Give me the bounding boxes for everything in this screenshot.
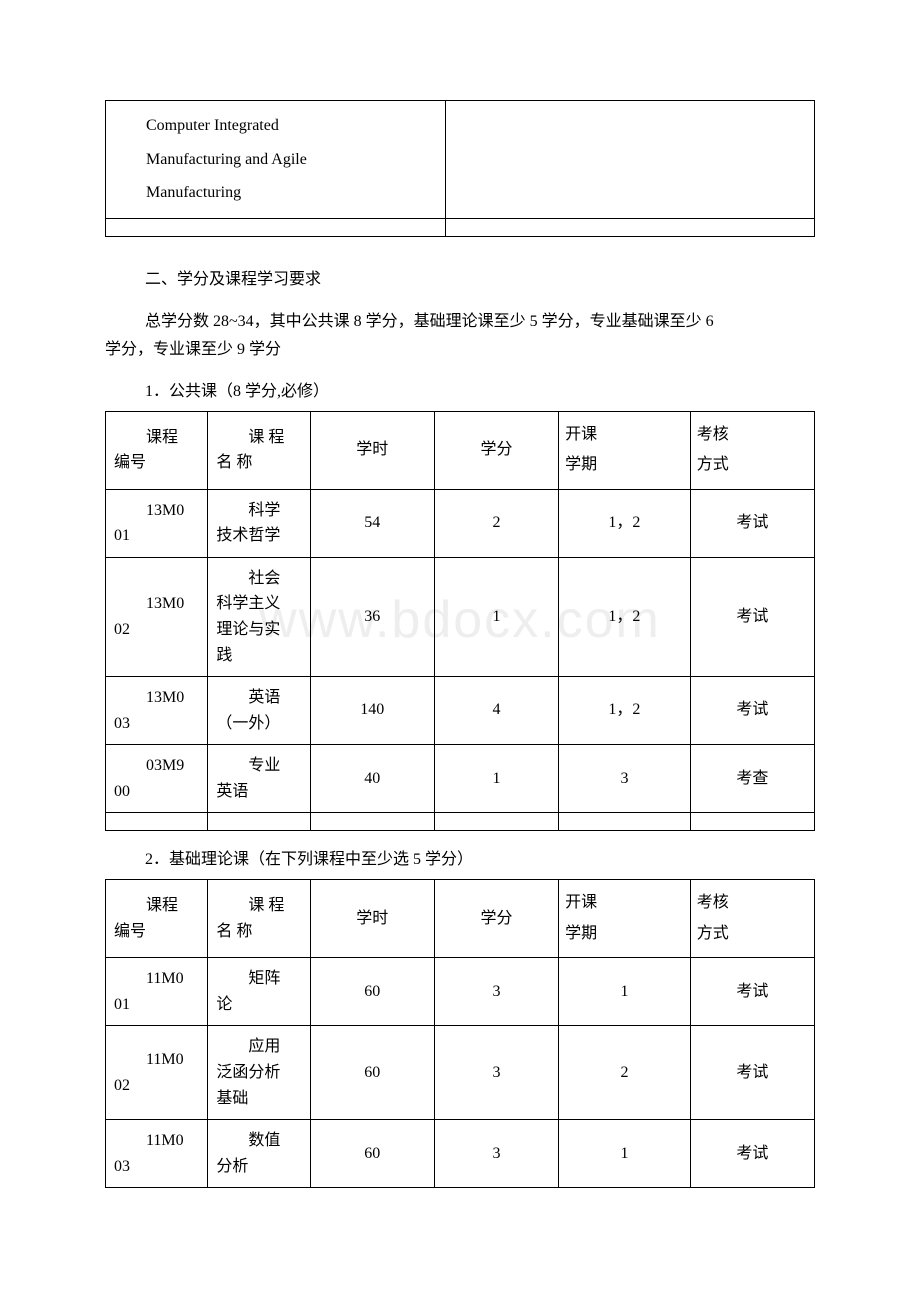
top-cell-left: Computer Integrated Manufacturing and Ag… [106,101,446,219]
table-row-empty [106,813,815,831]
header-hours: 学时 [310,411,434,489]
top-cell-right [446,101,815,219]
empty-cell [106,218,446,236]
top-partial-table: Computer Integrated Manufacturing and Ag… [105,100,815,237]
empty-cell [446,218,815,236]
header-name: 课 程名 称 [208,411,310,489]
document-content: Computer Integrated Manufacturing and Ag… [105,100,815,1188]
sub-heading-2: 2．基础理论课（在下列课程中至少选 5 学分） [145,845,815,869]
table-row: 13M002 社会科学主义 理论与实 践 36 1 1，2 考试 [106,557,815,676]
header-id: 课程编号 [106,880,208,958]
credits-summary: 总学分数 28~34，其中公共课 8 学分，基础理论课至少 5 学分，专业基础课… [105,308,815,362]
header-id: 课程编号 [106,411,208,489]
table-row: 13M001 科学技术哲学 54 2 1，2 考试 [106,489,815,557]
header-assess: 考核方式 [690,880,814,958]
table-row: 11M003 数值分析 60 3 1 考试 [106,1120,815,1188]
theory-courses-table: 课程编号 课 程名 称 学时 学分 开课学期 考核方式 11M001 矩阵论 6… [105,879,815,1188]
header-credits: 学分 [434,411,558,489]
table-row: 11M001 矩阵论 60 3 1 考试 [106,958,815,1026]
table-row: 03M900 专业英语 40 1 3 考查 [106,745,815,813]
header-semester: 开课学期 [559,411,691,489]
header-semester: 开课学期 [559,880,691,958]
public-courses-table: 课程编号 课 程名 称 学时 学分 开课学期 考核方式 13M001 科学技术哲… [105,411,815,832]
sub-heading-1: 1．公共课（8 学分,必修） [145,377,815,401]
header-assess: 考核方式 [690,411,814,489]
table-row: 11M002 应用泛函分析 基础 60 3 2 考试 [106,1026,815,1120]
table-row: 13M003 英语（一外） 140 4 1，2 考试 [106,677,815,745]
header-name: 课 程名 称 [208,880,310,958]
header-hours: 学时 [310,880,434,958]
header-credits: 学分 [434,880,558,958]
section-heading: 二、学分及课程学习要求 [145,267,815,293]
